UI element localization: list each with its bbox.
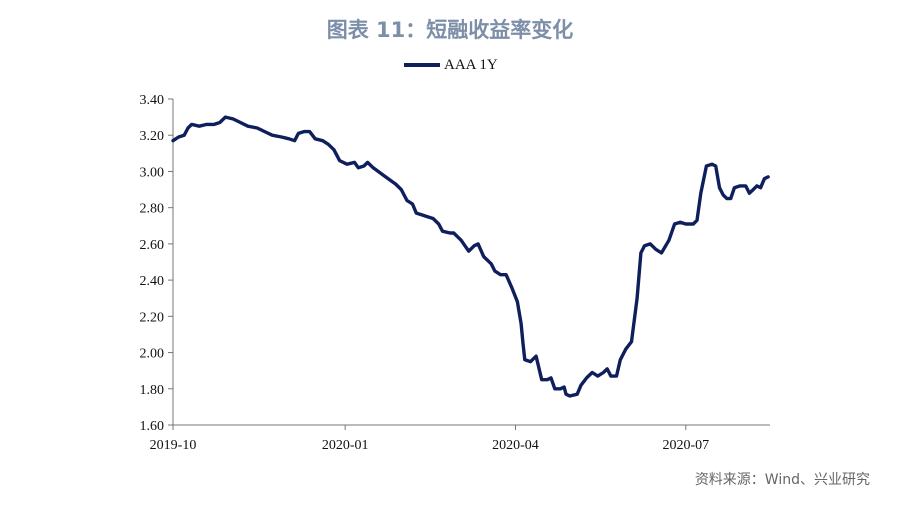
x-tick-label: 2020-01 [322, 438, 369, 453]
y-tick-label: 3.40 [140, 93, 165, 108]
x-axis-ticks: 2019-10 2020-01 2020-04 2020-07 [150, 425, 709, 453]
x-tick-label: 2020-07 [662, 438, 709, 453]
series-line-aaa-1y [171, 115, 770, 398]
source-note: 资料来源：Wind、兴业研究 [694, 472, 870, 488]
x-tick-label: 2020-04 [492, 438, 539, 453]
legend: AAA 1Y [404, 55, 498, 75]
y-tick-label: 2.40 [140, 274, 165, 289]
y-tick-label: 2.60 [140, 238, 165, 253]
legend-label: AAA 1Y [444, 56, 498, 73]
y-tick-label: 3.00 [140, 165, 165, 180]
y-tick-label: 2.20 [140, 310, 165, 325]
y-tick-label: 1.60 [140, 419, 165, 434]
y-tick-label: 1.80 [140, 383, 165, 398]
y-tick-label: 2.80 [140, 202, 165, 217]
legend-swatch [404, 63, 440, 67]
y-tick-label: 3.20 [140, 129, 165, 144]
chart-title: 图表 11：短融收益率变化 [326, 18, 574, 42]
axes [172, 99, 770, 426]
y-axis-ticks: 3.40 3.20 3.00 2.80 2.60 2.40 2.20 2.00 1.80 1.60 [140, 93, 173, 434]
x-tick-label: 2019-10 [150, 438, 197, 453]
y-tick-label: 2.00 [140, 347, 165, 362]
